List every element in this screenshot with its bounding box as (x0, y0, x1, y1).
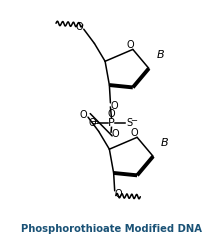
Text: O: O (131, 128, 138, 138)
Text: O: O (108, 109, 115, 119)
Text: O: O (111, 130, 119, 140)
Text: =: = (91, 118, 99, 128)
Text: S: S (127, 118, 133, 128)
Text: Phosphorothioate Modified DNA: Phosphorothioate Modified DNA (21, 224, 202, 234)
Text: O: O (89, 118, 96, 128)
Text: O: O (110, 101, 118, 111)
Text: O: O (80, 110, 87, 120)
Text: P: P (108, 118, 115, 128)
Text: −: − (130, 116, 137, 125)
Text: B: B (161, 138, 169, 148)
Text: O: O (115, 189, 122, 199)
Text: O: O (75, 22, 83, 32)
Text: B: B (157, 50, 164, 60)
Text: O: O (126, 40, 134, 50)
